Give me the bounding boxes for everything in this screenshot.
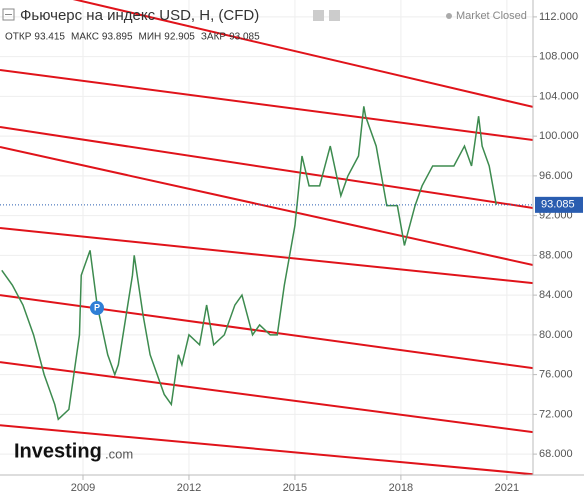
ohlc-name: ОТКР [5, 32, 32, 43]
y-tick-label: 76.000 [539, 369, 573, 381]
trend-line [0, 126, 533, 209]
close-icon[interactable] [329, 10, 340, 21]
x-tick-label: 2021 [495, 482, 519, 494]
last-price-box [535, 196, 583, 213]
y-tick-label: 84.000 [539, 289, 573, 301]
trend-line [0, 424, 533, 475]
y-tick-label: 108.000 [539, 51, 579, 63]
y-tick-label: 88.000 [539, 249, 573, 261]
collapse-icon[interactable] [2, 8, 15, 21]
trend-line [0, 68, 533, 141]
logo: Investing [14, 440, 102, 462]
x-tick-label: 2009 [71, 482, 95, 494]
ohlc-name: ЗАКР [201, 32, 227, 43]
settings-icon[interactable] [313, 10, 324, 21]
status-dot [446, 13, 452, 19]
ohlc-value: 93.085 [229, 32, 260, 43]
trend-line [0, 145, 533, 266]
chart-title: Фьючерс на индекс USD, H, (CFD) [20, 7, 259, 24]
plot-area [0, 0, 533, 475]
event-marker[interactable] [90, 301, 104, 315]
trend-line [0, 361, 533, 434]
x-tick-label: 2015 [283, 482, 307, 494]
ohlc-value: 93.895 [102, 32, 133, 43]
y-tick-label: 96.000 [539, 170, 573, 182]
axes: 68.00072.00076.00080.00084.00088.00092.0… [71, 11, 583, 494]
logo-suffix: .com [105, 446, 133, 461]
y-tick-label: 100.000 [539, 130, 579, 142]
ohlc-name: МАКС [71, 32, 99, 43]
ohlc-value: 92.905 [164, 32, 195, 43]
y-tick-label: 68.000 [539, 448, 573, 460]
trend-line [0, 227, 533, 285]
y-tick-label: 112.000 [539, 11, 578, 23]
x-tick-label: 2018 [389, 482, 413, 494]
ohlc-value: 93.415 [34, 32, 65, 43]
x-tick-label: 2012 [177, 482, 201, 494]
trend-line [72, 0, 533, 108]
y-tick-label: 80.000 [539, 329, 573, 341]
ohlc: ОТКР 93.415 МАКС 93.895 МИН 92.905 ЗАКР 93.085 [5, 32, 260, 43]
event-marker-label: P [94, 302, 100, 312]
price-line [1, 106, 498, 421]
y-tick-label: 104.000 [539, 90, 579, 102]
last-price-label: 93.085 [541, 199, 575, 211]
ohlc-name: МИН [139, 32, 162, 43]
y-tick-label: 72.000 [539, 408, 573, 420]
market-status: Market Closed [456, 10, 527, 22]
